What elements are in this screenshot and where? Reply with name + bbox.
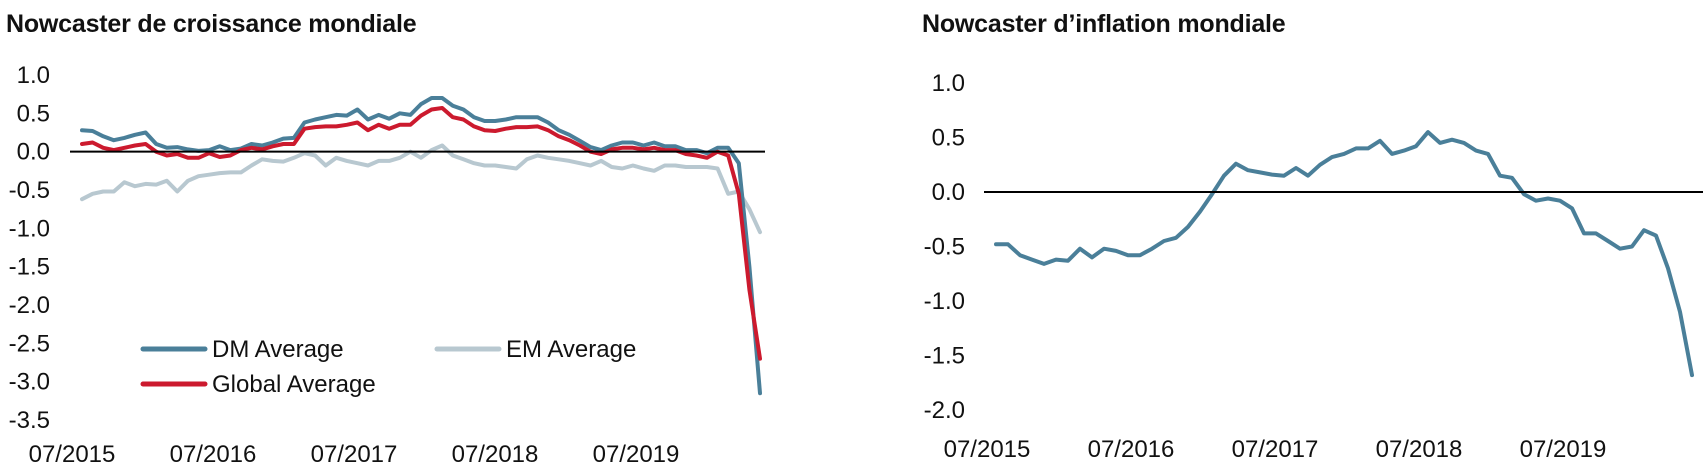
growth-y-tick-label: -0.5 bbox=[9, 177, 50, 204]
legend-label-global-average: Global Average bbox=[212, 371, 376, 398]
inflation-y-tick-label: -1.0 bbox=[924, 288, 965, 315]
inflation-x-tick-label: 07/2015 bbox=[944, 436, 1031, 463]
legend-label-dm-average: DM Average bbox=[212, 336, 344, 363]
em-average-series-line bbox=[80, 143, 762, 235]
growth-y-tick-label: -1.5 bbox=[9, 254, 50, 281]
growth-y-tick-label: 1.0 bbox=[17, 62, 50, 89]
global-average-series-line bbox=[80, 106, 762, 361]
growth-x-tick-label: 07/2017 bbox=[311, 441, 398, 468]
inflation-x-tick-label: 07/2018 bbox=[1376, 436, 1463, 463]
inflation-y-tick-label: -1.5 bbox=[924, 343, 965, 370]
dm-average-series-line bbox=[80, 96, 762, 396]
inflation-y-tick-label: -2.0 bbox=[924, 397, 965, 424]
inflation-x-tick-label: 07/2017 bbox=[1232, 436, 1319, 463]
growth-chart-legend: DM Average EM Average Global Average bbox=[140, 336, 636, 398]
growth-x-tick-label: 07/2016 bbox=[170, 441, 257, 468]
growth-x-tick-label: 07/2015 bbox=[29, 441, 116, 468]
inflation-y-tick-label: 0.0 bbox=[932, 179, 965, 206]
growth-x-tick-label: 07/2018 bbox=[452, 441, 539, 468]
inflation-x-tick-label: 07/2016 bbox=[1088, 436, 1175, 463]
growth-y-tick-label: -2.5 bbox=[9, 330, 50, 357]
inflation-x-tick-label: 07/2019 bbox=[1520, 436, 1607, 463]
inflation-y-tick-label: -0.5 bbox=[924, 234, 965, 261]
growth-chart: 1.0 0.5 0.0 -0.5 -1.0 -1.5 -2.0 -2.5 -3.0 -3.5 07/… bbox=[9, 62, 765, 468]
growth-y-tick-label: 0.0 bbox=[17, 139, 50, 166]
inflation-chart-title: Nowcaster d’inflation mondiale bbox=[922, 10, 1286, 38]
growth-y-tick-label: 0.5 bbox=[17, 100, 50, 127]
growth-y-tick-label: -1.0 bbox=[9, 215, 50, 242]
growth-y-tick-label: -3.5 bbox=[9, 407, 50, 434]
inflation-y-tick-label: 0.5 bbox=[932, 125, 965, 152]
growth-y-tick-label: -2.0 bbox=[9, 292, 50, 319]
inflation-series-line bbox=[994, 130, 1694, 378]
legend-label-em-average: EM Average bbox=[506, 336, 636, 363]
growth-chart-title: Nowcaster de croissance mondiale bbox=[6, 10, 417, 38]
inflation-chart: 1.0 0.5 0.0 -0.5 -1.0 -1.5 -2.0 07/2015 07/2016 0… bbox=[924, 70, 1703, 463]
growth-y-tick-label: -3.0 bbox=[9, 369, 50, 396]
growth-x-tick-label: 07/2019 bbox=[593, 441, 680, 468]
inflation-y-tick-label: 1.0 bbox=[932, 70, 965, 97]
